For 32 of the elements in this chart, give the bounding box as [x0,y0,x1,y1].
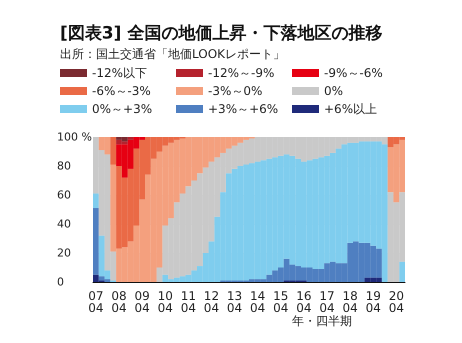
x-tick-label: 08 04 [111,289,127,315]
x-tick-label: 07 04 [88,289,104,315]
legend-label: 0%～+3% [92,102,152,116]
x-tick-label: 12 04 [204,289,220,315]
chart-title: [図表3] 全国の地価上昇・下落地区の推移 [60,24,382,44]
y-tick-label: 40 [57,218,71,230]
x-tick-label: 17 04 [319,289,335,315]
y-tick-label: 60 [57,188,71,202]
x-tick-label: 18 04 [342,289,358,315]
x-tick-label: 16 04 [296,289,312,315]
y-tick-label: 80 [57,160,71,172]
x-tick-label: 14 04 [250,289,266,315]
x-tick-label: 19 04 [366,289,381,315]
legend-label: +6%以上 [324,102,378,116]
y-tick-label: 20 [57,246,71,260]
legend-label: -12%以下 [92,66,148,80]
x-tick-label: 20 04 [388,289,404,315]
chart-subtitle: 出所：国土交通省「地価LOOKレポート」 [60,47,286,61]
legend-label: -6%～-3% [92,84,151,98]
legend-label: -3%～0% [208,84,262,98]
x-tick-label: 09 04 [134,289,150,315]
legend-label: -9%～-6% [324,66,383,80]
x-tick-label: 10 04 [158,289,173,315]
legend-label: 0% [324,84,344,98]
x-axis-title: 年・四半期 [292,314,352,328]
legend-label: +3%～+6% [208,102,278,116]
legend-label: -12%～-9% [208,66,274,80]
x-tick-label: 11 04 [180,289,196,315]
y-tick-label: 0 [57,276,64,288]
y-tick-label: 100 % [57,130,92,144]
x-tick-label: 13 04 [226,289,242,315]
x-tick-label: 15 04 [273,289,288,315]
